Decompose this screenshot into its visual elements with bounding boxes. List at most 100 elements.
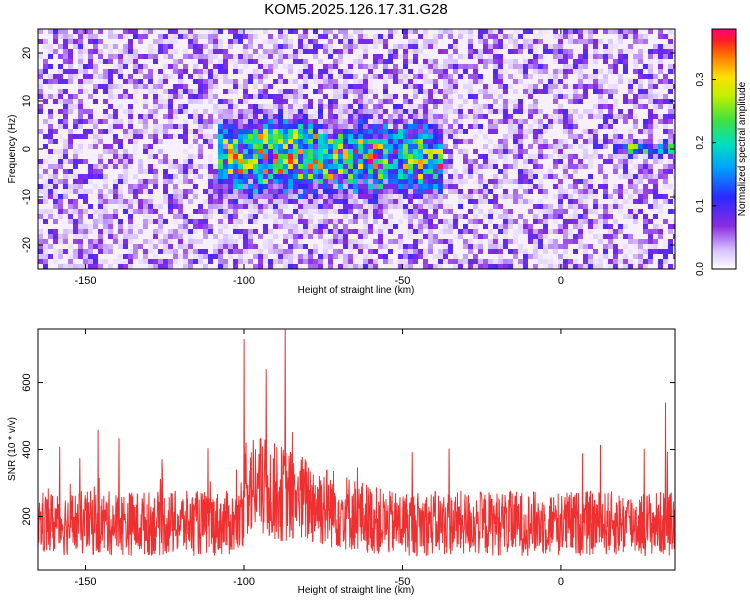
heatmap-cell bbox=[413, 89, 418, 94]
heatmap-cell bbox=[333, 99, 338, 104]
heatmap-cell bbox=[73, 179, 78, 184]
heatmap-cell bbox=[138, 159, 143, 164]
heatmap-cell bbox=[493, 54, 498, 59]
heatmap-cell bbox=[668, 114, 673, 119]
heatmap-cell bbox=[558, 159, 563, 164]
heatmap-cell bbox=[468, 174, 473, 179]
heatmap-cell bbox=[373, 134, 378, 139]
heatmap-cell bbox=[193, 39, 198, 44]
heatmap-cell bbox=[423, 174, 428, 179]
heatmap-cell bbox=[78, 174, 83, 179]
heatmap-cell bbox=[413, 119, 418, 124]
heatmap-cell bbox=[293, 189, 298, 194]
heatmap-cell bbox=[108, 104, 113, 109]
heatmap-cell bbox=[173, 49, 178, 54]
heatmap-cell bbox=[593, 154, 598, 159]
heatmap-cell bbox=[63, 229, 68, 234]
heatmap-cell bbox=[528, 74, 533, 79]
heatmap-cell bbox=[328, 144, 333, 149]
heatmap-cell bbox=[93, 144, 98, 149]
heatmap-cell bbox=[423, 214, 428, 219]
heatmap-cell bbox=[343, 264, 348, 269]
heatmap-cell bbox=[68, 204, 73, 209]
heatmap-cell bbox=[498, 149, 503, 154]
heatmap-cell bbox=[193, 194, 198, 199]
heatmap-cell bbox=[228, 104, 233, 109]
heatmap-cell bbox=[558, 244, 563, 249]
heatmap-cell bbox=[233, 89, 238, 94]
heatmap-cell bbox=[68, 144, 73, 149]
heatmap-cell bbox=[363, 89, 368, 94]
heatmap-cell bbox=[658, 259, 663, 264]
heatmap-cell bbox=[168, 104, 173, 109]
heatmap-cell bbox=[318, 124, 323, 129]
heatmap-cell bbox=[393, 44, 398, 49]
heatmap-cell bbox=[128, 184, 133, 189]
heatmap-cell bbox=[388, 184, 393, 189]
heatmap-cell bbox=[278, 134, 283, 139]
heatmap-cell bbox=[343, 184, 348, 189]
heatmap-cell bbox=[353, 114, 358, 119]
heatmap-cell bbox=[223, 154, 228, 159]
heatmap-cell bbox=[608, 259, 613, 264]
heatmap-cell bbox=[448, 44, 453, 49]
heatmap-cell bbox=[423, 199, 428, 204]
heatmap-cell bbox=[333, 64, 338, 69]
heatmap-cell bbox=[363, 129, 368, 134]
heatmap-cell bbox=[73, 29, 78, 34]
heatmap-cell bbox=[458, 29, 463, 34]
heatmap-cell bbox=[658, 249, 663, 254]
heatmap-cell bbox=[148, 264, 153, 269]
heatmap-cell bbox=[668, 89, 673, 94]
heatmap-cell bbox=[558, 114, 563, 119]
heatmap-cell bbox=[563, 59, 568, 64]
heatmap-cell bbox=[628, 234, 633, 239]
heatmap-cell bbox=[633, 114, 638, 119]
heatmap-cell bbox=[383, 189, 388, 194]
heatmap-cell bbox=[523, 179, 528, 184]
heatmap-cell bbox=[398, 69, 403, 74]
heatmap-cell bbox=[423, 114, 428, 119]
heatmap-cell bbox=[198, 204, 203, 209]
heatmap-cell bbox=[453, 119, 458, 124]
heatmap-cell bbox=[378, 154, 383, 159]
heatmap-cell bbox=[653, 99, 658, 104]
heatmap-cell bbox=[303, 224, 308, 229]
heatmap-cell bbox=[643, 124, 648, 129]
heatmap-cell bbox=[398, 239, 403, 244]
heatmap-cell bbox=[318, 189, 323, 194]
heatmap-cell bbox=[533, 159, 538, 164]
heatmap-cell bbox=[78, 264, 83, 269]
heatmap-cell bbox=[623, 59, 628, 64]
heatmap-cell bbox=[283, 64, 288, 69]
heatmap-cell bbox=[133, 184, 138, 189]
heatmap-cell bbox=[553, 209, 558, 214]
heatmap-cell bbox=[428, 239, 433, 244]
heatmap-cell bbox=[478, 169, 483, 174]
heatmap-cell bbox=[588, 129, 593, 134]
heatmap-cell bbox=[388, 99, 393, 104]
heatmap-cell bbox=[598, 139, 603, 144]
heatmap-cell bbox=[368, 74, 373, 79]
heatmap-cell bbox=[123, 34, 128, 39]
heatmap-cell bbox=[153, 254, 158, 259]
heatmap-cell bbox=[673, 154, 675, 159]
heatmap-cell bbox=[303, 159, 308, 164]
heatmap-cell bbox=[43, 39, 48, 44]
heatmap-cell bbox=[613, 164, 618, 169]
heatmap-cell bbox=[288, 259, 293, 264]
heatmap-cell bbox=[233, 124, 238, 129]
heatmap-cell bbox=[463, 259, 468, 264]
heatmap-cell bbox=[268, 149, 273, 154]
heatmap-cell bbox=[588, 159, 593, 164]
heatmap-cell bbox=[273, 149, 278, 154]
heatmap-cell bbox=[173, 64, 178, 69]
heatmap-cell bbox=[583, 209, 588, 214]
heatmap-cell bbox=[223, 69, 228, 74]
heatmap-cell bbox=[73, 94, 78, 99]
heatmap-cell bbox=[183, 229, 188, 234]
heatmap-cell bbox=[593, 49, 598, 54]
heatmap-cell bbox=[198, 209, 203, 214]
heatmap-cell bbox=[658, 64, 663, 69]
heatmap-cell bbox=[43, 194, 48, 199]
